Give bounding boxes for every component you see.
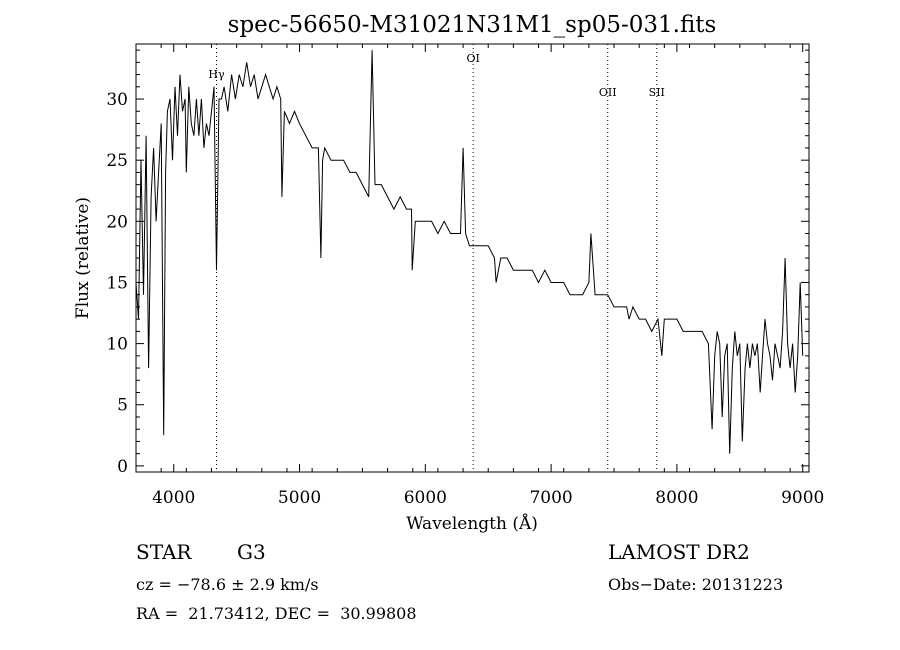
coordinates: RA = 21.73412, DEC = 30.99808 <box>136 604 417 623</box>
observation-date: Obs−Date: 20131223 <box>608 575 784 594</box>
x-tick-label: 9000 <box>781 488 824 508</box>
x-tick-label: 7000 <box>529 488 572 508</box>
x-tick-label: 6000 <box>404 488 447 508</box>
y-tick-label: 15 <box>106 273 128 293</box>
chart-title: spec-56650-M31021N31M1_sp05-031.fits <box>228 12 717 38</box>
spectrum-line <box>135 50 804 454</box>
y-axis-label: Flux (relative) <box>73 197 93 319</box>
plot-area: Hγ OI OII SII <box>135 43 810 473</box>
y-tick-label: 10 <box>106 335 128 355</box>
x-tick-label: 4000 <box>152 488 195 508</box>
y-tick-labels: 0 5 10 15 20 25 30 <box>106 90 128 477</box>
spectral-line-markers: Hγ OI OII SII <box>208 44 665 472</box>
axis-ticks <box>135 44 809 472</box>
object-class: STAR <box>136 540 192 564</box>
spectral-line-label: OII <box>599 86 617 99</box>
redshift-velocity: cz = −78.6 ± 2.9 km/s <box>136 575 319 594</box>
object-subclass: G3 <box>237 540 266 564</box>
y-tick-label: 0 <box>117 457 128 477</box>
y-tick-label: 30 <box>106 90 128 110</box>
x-tick-label: 8000 <box>655 488 698 508</box>
plot-frame <box>135 43 810 473</box>
x-axis-label: Wavelength (Å) <box>406 513 538 534</box>
y-tick-label: 5 <box>117 396 128 416</box>
y-tick-label: 20 <box>106 212 128 232</box>
spectral-line-label: SII <box>649 86 665 99</box>
spectral-line-label: Hγ <box>208 68 225 81</box>
x-tick-label: 5000 <box>278 488 321 508</box>
spectral-line-label: OI <box>466 52 479 65</box>
x-tick-labels: 4000 5000 6000 7000 8000 9000 <box>152 488 824 508</box>
survey-name: LAMOST DR2 <box>608 540 750 564</box>
y-tick-label: 25 <box>106 151 128 171</box>
